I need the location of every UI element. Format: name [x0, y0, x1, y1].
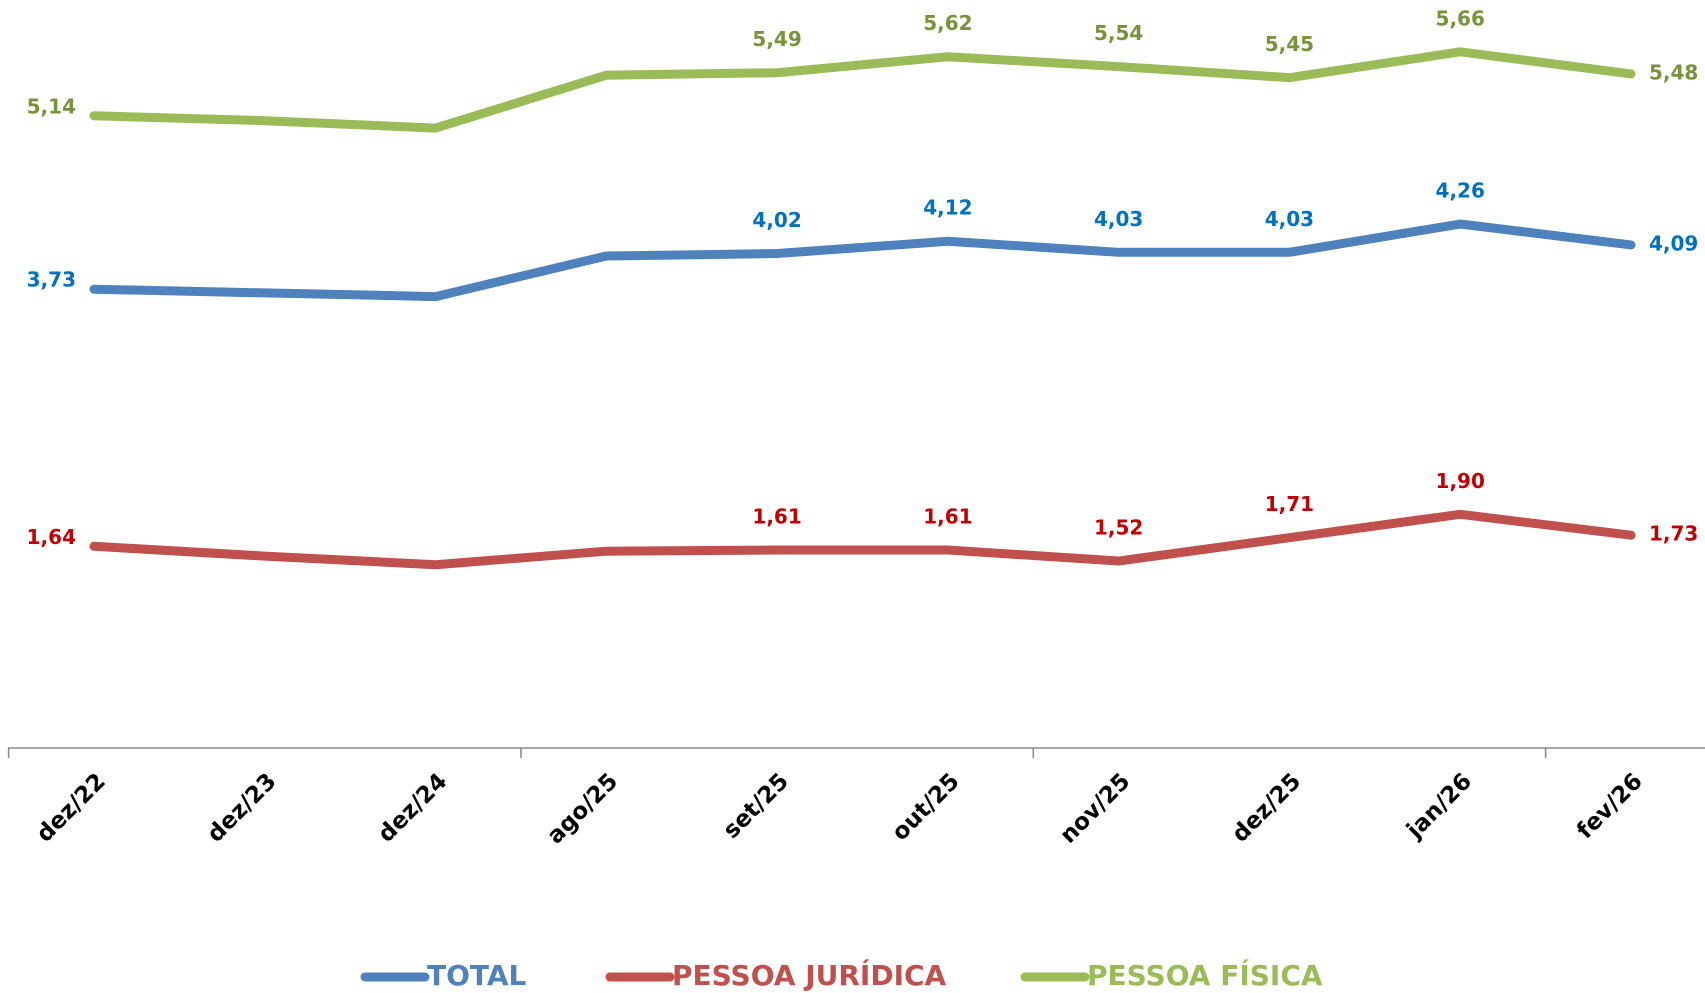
- data-label: 1,73: [1649, 522, 1698, 546]
- data-label: 1,61: [752, 504, 801, 528]
- x-tick-label: out/25: [887, 768, 964, 845]
- data-label: 1,52: [1094, 516, 1143, 540]
- x-tick-label: ago/25: [542, 768, 623, 849]
- x-tick-label: fev/26: [1572, 768, 1648, 844]
- data-label: 1,90: [1436, 469, 1485, 493]
- data-label: 3,73: [27, 268, 76, 292]
- data-label: 5,49: [752, 27, 801, 51]
- data-label: 5,62: [923, 11, 972, 35]
- data-label: 5,45: [1265, 32, 1314, 56]
- x-tick-label: dez/22: [32, 768, 111, 847]
- x-tick-label: set/25: [718, 768, 793, 843]
- data-label: 5,14: [27, 94, 76, 118]
- data-label: 4,26: [1436, 179, 1485, 203]
- data-label: 4,12: [923, 196, 972, 220]
- data-label: 1,64: [27, 525, 76, 549]
- x-tick-label: nov/25: [1055, 768, 1135, 848]
- data-label: 5,54: [1094, 21, 1143, 45]
- data-label: 4,03: [1094, 207, 1143, 231]
- data-label: 5,66: [1436, 6, 1485, 30]
- x-tick-label: dez/24: [373, 768, 452, 847]
- data-label: 1,71: [1265, 492, 1314, 516]
- line-series: [89, 47, 1636, 133]
- x-tick-label: jan/26: [1401, 768, 1477, 844]
- line-series: [89, 219, 1636, 302]
- data-label: 4,09: [1649, 231, 1698, 255]
- legend-label: PESSOA FÍSICA: [1087, 958, 1323, 992]
- data-label: 4,03: [1265, 207, 1314, 231]
- data-label: 4,02: [752, 208, 801, 232]
- legend-label: TOTAL: [427, 959, 526, 992]
- data-label: 1,61: [923, 504, 972, 528]
- legend-label: PESSOA JURÍDICA: [672, 958, 947, 992]
- x-tick-label: dez/23: [203, 768, 282, 847]
- line-series: [89, 509, 1636, 570]
- data-label: 5,48: [1649, 60, 1698, 84]
- x-tick-label: dez/25: [1227, 768, 1306, 847]
